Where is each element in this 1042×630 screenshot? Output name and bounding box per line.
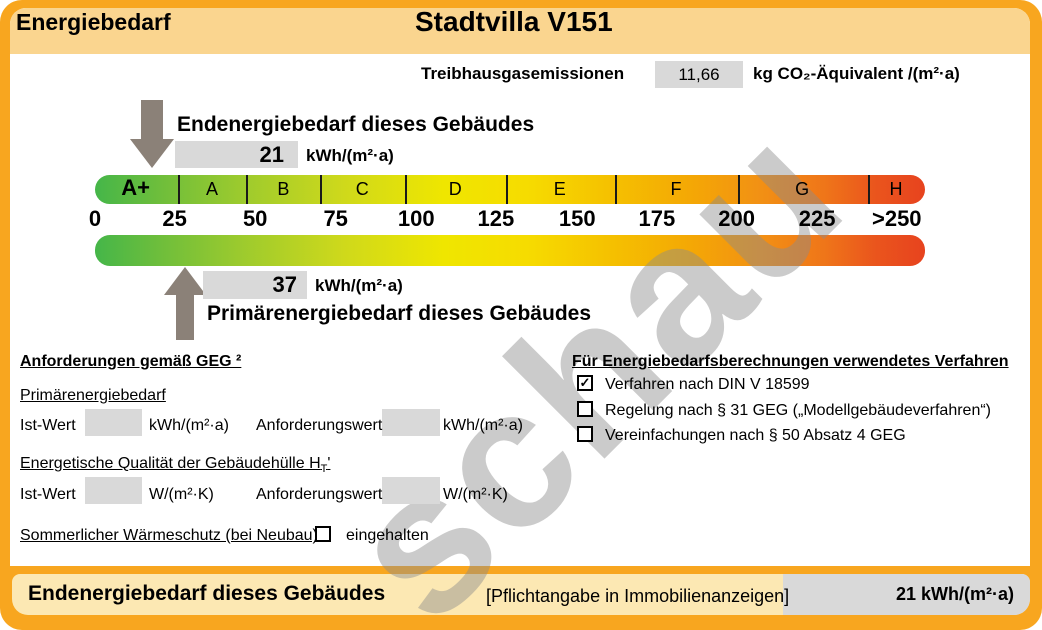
efficiency-class-labels: A+ A B C D E F G H xyxy=(95,175,925,204)
scale-number: 150 xyxy=(558,206,596,231)
primary-requirement-field[interactable] xyxy=(382,409,440,436)
footer-value-field: 21 kWh/(m²·a) xyxy=(783,574,1030,615)
requirements-heading: Anforderungen gemäß GEG ² xyxy=(20,353,242,370)
scale-number: 225 xyxy=(798,206,836,231)
efficiency-class-band xyxy=(95,175,925,204)
envelope-quality-subheading: Energetische Qualität der Gebäudehülle H… xyxy=(20,455,330,475)
footer-note: [Pflichtangabe in Immobilienanzeigen] xyxy=(486,586,790,606)
envelope-requirement-field[interactable] xyxy=(382,477,440,504)
emissions-label: Treibhausgasemissionen xyxy=(421,64,625,83)
end-energy-title: Endenergiebedarf dieses Gebäudes xyxy=(177,113,535,136)
method-heading: Für Energiebedarfsberechnungen verwendet… xyxy=(572,353,1009,370)
emissions-value-field[interactable]: 11,66 xyxy=(655,61,743,88)
envelope-heading-text: Energetische Qualität der Gebäudehülle H xyxy=(20,455,321,472)
primary-energy-value-field[interactable]: 37 xyxy=(203,271,307,299)
scale-number: 125 xyxy=(477,206,515,231)
primary-energy-subheading: Primärenergiebedarf xyxy=(20,387,166,404)
unit-label: kWh/(m²·a) xyxy=(443,417,523,434)
scale-number-row: 0 25 50 75 100 125 150 175 200 225 >250 xyxy=(89,206,925,232)
efficiency-gradient-bar xyxy=(95,235,925,266)
end-energy-value-field[interactable]: 21 xyxy=(175,141,298,168)
scale-number: 175 xyxy=(638,206,676,231)
anforderungswert-label: Anforderungswert xyxy=(256,486,383,503)
page-title: Energiebedarf xyxy=(16,9,171,35)
unit-label: W/(m²·K) xyxy=(443,486,508,503)
page-background xyxy=(10,8,1030,566)
method-checkbox-par31[interactable] xyxy=(577,401,593,417)
scale-number: 200 xyxy=(718,206,755,231)
method-item-label: Verfahren nach DIN V 18599 xyxy=(605,376,810,393)
primary-ist-field[interactable] xyxy=(85,409,142,436)
class-label-f: F xyxy=(670,179,682,199)
class-boundary-tick xyxy=(615,175,618,204)
class-boundary-tick xyxy=(505,175,508,204)
unit-label: kWh/(m²·a) xyxy=(149,417,229,434)
eingehalten-label: eingehalten xyxy=(346,527,429,544)
emissions-unit: kg CO₂-Äquivalent /(m²·a) xyxy=(753,64,960,83)
ist-wert-label: Ist-Wert xyxy=(20,486,76,503)
primary-energy-unit: kWh/(m²·a) xyxy=(315,276,403,295)
class-label-b: B xyxy=(277,179,290,199)
class-boundary-tick xyxy=(867,175,870,204)
primary-energy-title: Primärenergiebedarf dieses Gebäudes xyxy=(207,302,591,325)
down-arrow-head-icon xyxy=(130,139,174,168)
class-label-h: H xyxy=(889,179,903,199)
class-label-e: E xyxy=(553,179,566,199)
envelope-heading-prime: ' xyxy=(327,455,331,472)
scale-number: >250 xyxy=(871,206,922,231)
method-checkbox-par50[interactable] xyxy=(577,426,593,442)
class-boundary-tick xyxy=(738,175,741,204)
scale-number: 50 xyxy=(242,206,268,231)
envelope-heading-subscript: T xyxy=(320,463,328,476)
summer-heat-checkbox[interactable] xyxy=(315,526,331,542)
scale-number: 25 xyxy=(162,206,187,231)
class-boundary-tick xyxy=(178,175,180,204)
class-boundary-tick xyxy=(319,175,322,204)
end-energy-unit: kWh/(m²·a) xyxy=(306,146,394,165)
unit-label: W/(m²·K) xyxy=(149,486,214,503)
check-icon: ✓ xyxy=(579,375,591,390)
class-label-c: C xyxy=(355,179,369,199)
class-boundary-tick xyxy=(246,175,249,204)
building-title: Stadtvilla V151 xyxy=(415,6,613,37)
summer-heat-protection-label: Sommerlicher Wärmeschutz (bei Neubau) xyxy=(20,527,318,544)
down-arrow-icon xyxy=(141,100,163,140)
method-item-label: Regelung nach § 31 GEG („Modellgebäudeve… xyxy=(605,402,992,419)
anforderungswert-label: Anforderungswert xyxy=(256,417,383,434)
ist-wert-label: Ist-Wert xyxy=(20,417,76,434)
footer-title: Endenergiebedarf dieses Gebäudes xyxy=(28,582,386,605)
scale-number: 100 xyxy=(397,206,435,231)
header-band xyxy=(10,8,1030,54)
class-label-d: D xyxy=(448,179,462,199)
class-label-a: A xyxy=(206,179,219,199)
scale-number: 0 xyxy=(88,206,102,231)
envelope-ist-field[interactable] xyxy=(85,477,142,504)
scale-number: 75 xyxy=(323,206,348,231)
up-arrow-icon xyxy=(176,294,194,340)
class-boundary-tick xyxy=(404,175,407,204)
class-label-aplus: A+ xyxy=(121,175,151,200)
method-item-label: Vereinfachungen nach § 50 Absatz 4 GEG xyxy=(605,427,906,444)
up-arrow-head-icon xyxy=(164,267,206,295)
method-checkbox-din18599[interactable]: ✓ xyxy=(577,375,593,391)
class-label-g: G xyxy=(795,179,810,199)
